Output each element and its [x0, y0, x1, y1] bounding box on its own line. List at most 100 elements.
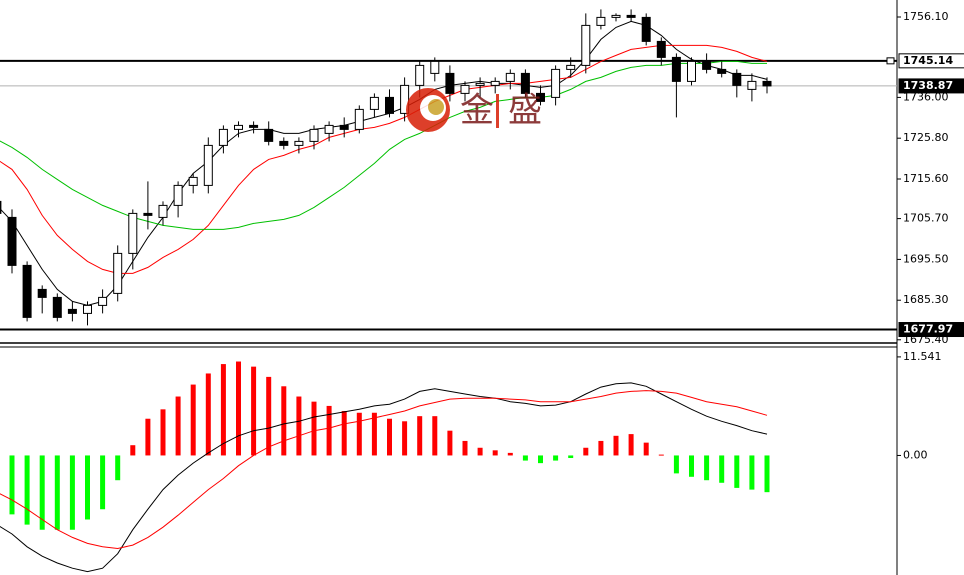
candle-body	[324, 124, 334, 134]
histogram-bar	[417, 416, 423, 456]
candle-body	[732, 72, 742, 86]
y-tick-label: 1695.50	[903, 252, 949, 265]
histogram-bar	[115, 455, 121, 481]
histogram-bar	[719, 455, 725, 483]
histogram-bar	[9, 455, 15, 515]
candle-body	[551, 68, 561, 98]
candle-body	[279, 140, 289, 146]
candle-body	[67, 308, 77, 314]
histogram-bar	[311, 401, 317, 456]
histogram-bar	[749, 455, 755, 490]
candle-body	[460, 84, 470, 94]
y-tick-label: 1705.70	[903, 212, 949, 225]
candle-body	[566, 64, 576, 70]
candle-body	[52, 296, 62, 318]
candle-body	[520, 72, 530, 94]
histogram-bar	[175, 396, 181, 456]
candle-body	[656, 40, 666, 58]
histogram-bar	[432, 416, 438, 456]
histogram-bar	[477, 447, 483, 456]
histogram-bar	[69, 455, 75, 530]
histogram-bar	[54, 455, 60, 530]
histogram-bar	[145, 418, 151, 456]
histogram-bar	[371, 412, 377, 456]
histogram-bar	[24, 455, 30, 525]
indicator-line	[0, 390, 768, 550]
candle-body	[490, 80, 500, 86]
y-tick-label: 11.541	[903, 350, 942, 363]
histogram-bar	[296, 396, 302, 456]
candle-body	[445, 72, 455, 94]
histogram-bar	[643, 442, 649, 456]
candle-body	[430, 60, 440, 74]
indicator-line	[0, 60, 767, 230]
histogram-bar	[507, 452, 513, 456]
watermark-text: 金盛	[460, 91, 556, 131]
histogram-bar	[266, 376, 272, 456]
indicator-line	[0, 44, 768, 274]
candle-body	[143, 212, 153, 216]
candle-body	[385, 96, 394, 114]
candle-body	[234, 124, 243, 130]
watermark: 金盛	[406, 88, 556, 132]
price-label-box	[898, 78, 964, 94]
histogram-bar	[356, 412, 362, 456]
histogram-bar	[583, 447, 589, 456]
price-label: 1745.14	[903, 54, 953, 67]
candle-body	[671, 56, 681, 82]
y-tick-label: 1756.10	[903, 10, 949, 23]
histogram-bar	[326, 405, 332, 456]
histogram-bar	[628, 434, 634, 456]
candle-body	[309, 128, 319, 142]
histogram-bar	[568, 455, 574, 459]
candle-body	[596, 16, 606, 26]
indicator-line	[0, 382, 768, 573]
histogram-bar	[522, 455, 528, 461]
histogram-bar	[673, 455, 679, 474]
candle-body	[641, 16, 651, 42]
price-label: 1738.87	[903, 79, 953, 92]
histogram-bar	[689, 455, 694, 477]
price-label-box	[898, 53, 964, 69]
y-tick-label: 1685.30	[903, 293, 949, 306]
histogram-bar	[658, 454, 664, 456]
candle-body	[702, 60, 712, 70]
candle-body	[249, 124, 259, 128]
candle-body	[22, 264, 32, 318]
candle-body	[294, 140, 304, 146]
candle-body	[339, 124, 349, 130]
candle-body	[626, 14, 636, 18]
candle-body	[475, 82, 485, 86]
y-tick-label: 0.00	[903, 448, 928, 461]
histogram-bar	[341, 411, 347, 456]
histogram-bar	[538, 455, 543, 464]
candle-body	[83, 304, 92, 314]
price-label-box	[898, 322, 964, 338]
histogram-bar	[704, 455, 710, 481]
candle-body	[415, 64, 425, 86]
logo-dot	[428, 99, 444, 115]
histogram-bar	[402, 421, 408, 456]
candle-body	[536, 92, 545, 102]
candle-body	[158, 204, 168, 218]
candle-body	[0, 200, 2, 214]
candle-body	[687, 60, 696, 82]
candle-body	[203, 144, 213, 186]
histogram-bar	[190, 384, 196, 456]
candle-body	[354, 108, 364, 130]
histogram-bar	[387, 418, 392, 456]
candle-body	[581, 24, 591, 66]
histogram-bar	[160, 409, 166, 456]
candle-body	[611, 14, 621, 18]
histogram-bar	[613, 435, 619, 456]
candle-body	[218, 128, 228, 146]
histogram-bar	[220, 364, 226, 456]
watermark-bar	[496, 94, 499, 128]
histogram-bar	[553, 455, 559, 461]
histogram-bar	[492, 450, 498, 456]
level-marker	[886, 57, 895, 65]
histogram-bar	[39, 455, 45, 530]
histogram-bar	[85, 455, 90, 520]
histogram-bar	[130, 445, 136, 456]
